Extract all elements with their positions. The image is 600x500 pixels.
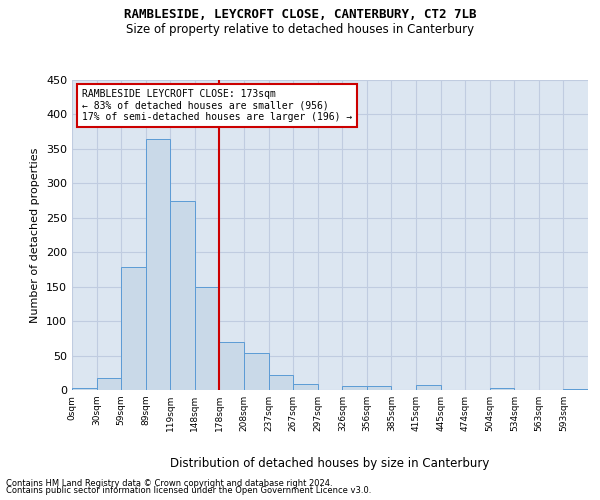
Bar	[121, 268, 146, 390]
Text: RAMBLESIDE LEYCROFT CLOSE: 173sqm
← 83% of detached houses are smaller (956)
17%: RAMBLESIDE LEYCROFT CLOSE: 173sqm ← 83% …	[82, 90, 353, 122]
Text: RAMBLESIDE, LEYCROFT CLOSE, CANTERBURY, CT2 7LB: RAMBLESIDE, LEYCROFT CLOSE, CANTERBURY, …	[124, 8, 476, 20]
Bar	[367, 386, 391, 390]
Bar	[269, 375, 293, 390]
Bar	[244, 354, 269, 390]
Text: Size of property relative to detached houses in Canterbury: Size of property relative to detached ho…	[126, 22, 474, 36]
Text: Contains HM Land Registry data © Crown copyright and database right 2024.: Contains HM Land Registry data © Crown c…	[6, 478, 332, 488]
Bar	[97, 378, 121, 390]
Bar	[416, 385, 440, 390]
Text: Distribution of detached houses by size in Canterbury: Distribution of detached houses by size …	[170, 458, 490, 470]
Bar	[293, 384, 318, 390]
Bar	[72, 388, 97, 390]
Y-axis label: Number of detached properties: Number of detached properties	[31, 148, 40, 322]
Bar	[195, 286, 220, 390]
Bar	[170, 201, 195, 390]
Bar	[146, 138, 170, 390]
Bar	[342, 386, 367, 390]
Bar	[490, 388, 514, 390]
Bar	[220, 342, 244, 390]
Text: Contains public sector information licensed under the Open Government Licence v3: Contains public sector information licen…	[6, 486, 371, 495]
Bar	[563, 388, 588, 390]
